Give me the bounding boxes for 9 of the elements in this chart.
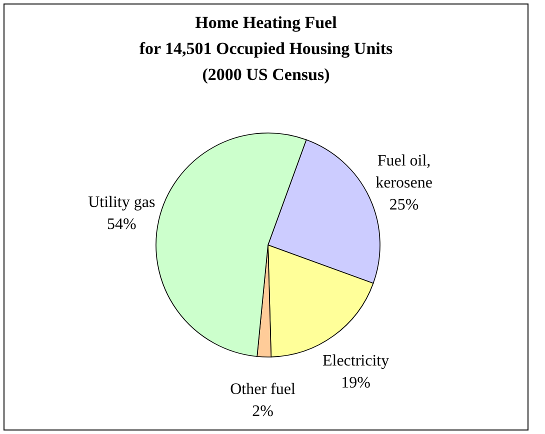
- chart-title: Home Heating Fuel for 14,501 Occupied Housing Units (2000 US Census): [139, 13, 394, 84]
- slice-label: Electricity: [322, 352, 390, 370]
- data-label: 54%: [106, 216, 136, 233]
- data-label: 2%: [252, 402, 274, 420]
- slice-label: Utility gas: [88, 194, 156, 211]
- slice-label: Other fuel: [230, 380, 296, 398]
- data-label: 25%: [389, 196, 419, 214]
- data-label: 19%: [341, 374, 370, 392]
- slice-label: Fuel oil, kerosene: [376, 152, 432, 192]
